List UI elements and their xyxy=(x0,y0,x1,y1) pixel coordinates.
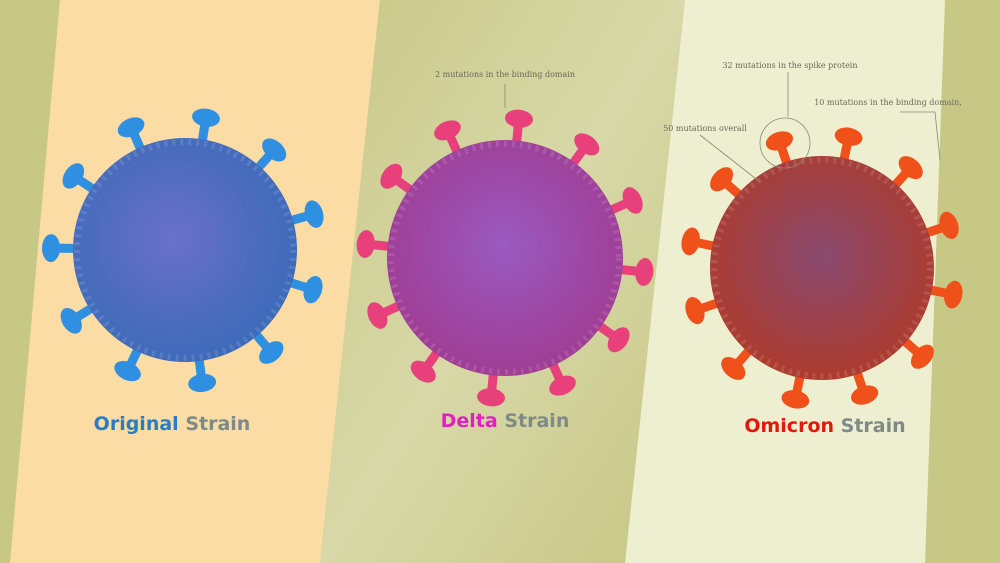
viruses xyxy=(42,108,963,409)
virus-texture xyxy=(74,139,296,361)
spike-head xyxy=(367,302,388,329)
spike-head xyxy=(477,388,505,407)
spike-head xyxy=(721,356,746,380)
spike-head xyxy=(114,360,141,382)
annotation: 50 mutations overall xyxy=(663,124,747,133)
spike-head xyxy=(188,373,217,393)
spike-head xyxy=(944,280,963,309)
spike-head xyxy=(380,163,403,189)
spike-head xyxy=(356,230,375,258)
strain-name: Omicron xyxy=(744,415,834,437)
spike-head xyxy=(192,108,220,127)
virus-body xyxy=(73,138,297,362)
leader-line xyxy=(900,111,941,161)
leader-line xyxy=(699,134,761,183)
strain-word: Strain xyxy=(185,413,250,435)
spike-head xyxy=(685,297,705,325)
spike-head xyxy=(681,227,700,256)
spike-head xyxy=(635,258,654,286)
highlight-ring xyxy=(759,117,811,169)
annotation: 32 mutations in the spike protein xyxy=(722,61,857,70)
spike-head xyxy=(117,117,145,138)
virus-body xyxy=(710,156,934,380)
spike-head xyxy=(607,327,630,353)
spike-head xyxy=(262,138,287,162)
spike-head xyxy=(505,109,533,128)
virus-body xyxy=(387,140,623,376)
virus-texture xyxy=(388,141,622,375)
spike-head xyxy=(939,211,959,239)
spike-head xyxy=(304,200,324,228)
spike-head xyxy=(910,344,934,369)
spike-head xyxy=(834,127,863,146)
strain-label: Omicron Strain xyxy=(744,415,905,437)
strain-word: Strain xyxy=(504,410,569,432)
spike-head xyxy=(574,133,600,156)
annotation: 10 mutations in the binding domain, xyxy=(814,98,962,107)
strain-name: Original xyxy=(94,413,179,435)
spike-head xyxy=(622,187,643,214)
spike-head xyxy=(303,275,323,304)
strain-word: Strain xyxy=(841,415,906,437)
annotation: 2 mutations in the binding domain xyxy=(435,70,575,79)
spike-head xyxy=(410,360,436,383)
strain-label: Delta Strain xyxy=(441,410,570,432)
spike-head xyxy=(851,385,879,405)
spike-head xyxy=(765,131,793,151)
spike-head xyxy=(259,341,284,364)
spike-head xyxy=(549,375,576,396)
spike-head xyxy=(781,390,810,409)
spike-head xyxy=(62,163,85,189)
spike-head xyxy=(898,156,923,180)
spike-head xyxy=(42,234,61,263)
spike-head xyxy=(60,308,82,334)
strain-label: Original Strain xyxy=(94,413,251,435)
strain-name: Delta xyxy=(441,410,498,432)
virus-texture xyxy=(711,157,933,379)
spike-head xyxy=(434,120,461,141)
spike-head xyxy=(710,167,734,192)
